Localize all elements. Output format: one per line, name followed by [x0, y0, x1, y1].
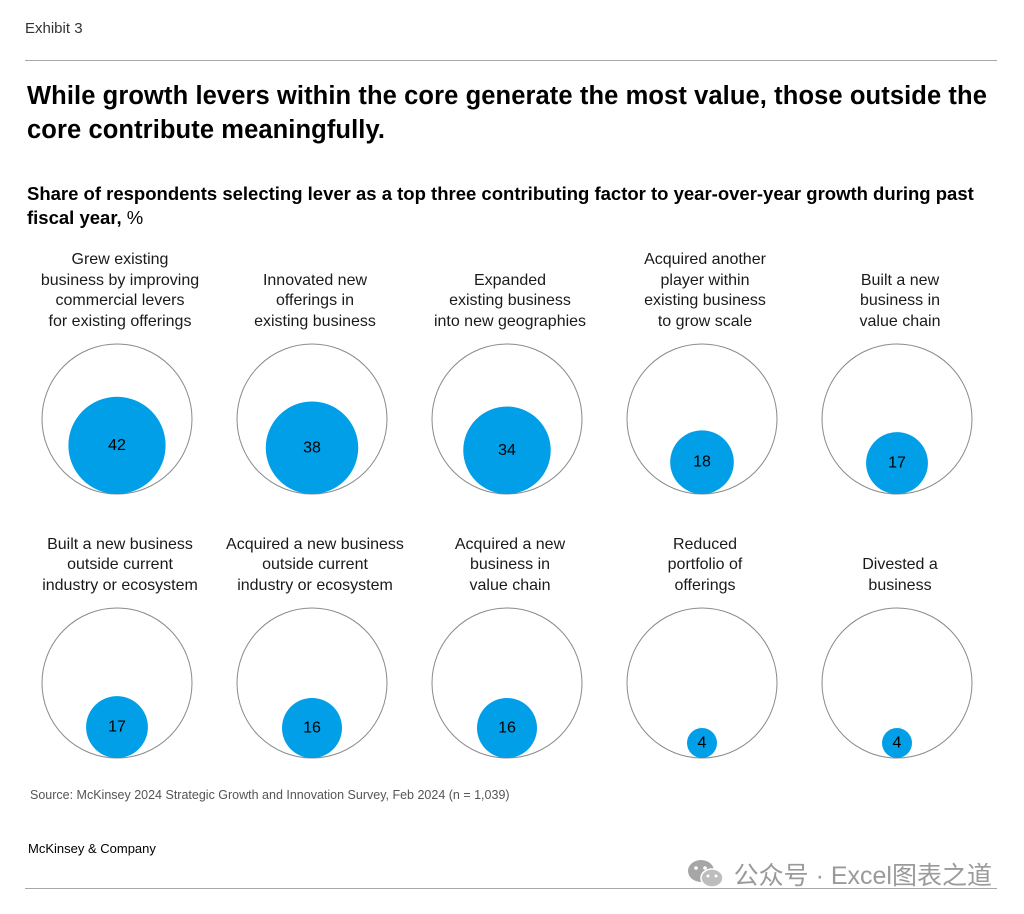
lever-label-line: value chain: [469, 576, 551, 594]
value-label: 16: [303, 720, 321, 737]
value-label: 17: [108, 719, 126, 736]
lever-label-box: Expanded existing business into new geogra…: [420, 250, 600, 332]
lever-label-line: value chain: [859, 312, 941, 330]
value-label: 4: [698, 735, 707, 752]
bubble-mark: 18: [626, 343, 778, 495]
value-bubble: [866, 432, 928, 494]
lever-label-line: outside current: [67, 556, 173, 573]
lever-label-line: offerings in: [276, 292, 354, 309]
bottom-divider: [25, 888, 997, 889]
lever-label: Divested a business: [810, 555, 990, 596]
bubble-mark: 4: [626, 607, 778, 759]
value-label: 42: [108, 437, 126, 454]
lever-label-box: Built a new business in value chain: [810, 250, 990, 332]
lever-label-line: Reduced: [672, 535, 738, 553]
outer-circle: [821, 343, 973, 495]
lever-label-line: for existing offerings: [48, 312, 192, 330]
lever-label-line: industry or ecosystem: [42, 576, 198, 594]
lever-label-line: Acquired another: [644, 251, 766, 268]
lever-label: Built a new business outside current indus…: [30, 535, 210, 597]
lever-label-box: Grew existing business by improving commer…: [30, 250, 210, 332]
lever-label: Built a new business in value chain: [810, 271, 990, 333]
value-label: 18: [693, 454, 711, 471]
lever-label-line: to grow scale: [657, 312, 753, 330]
value-bubble: [477, 698, 537, 758]
value-label: 16: [498, 720, 516, 737]
lever-label-box: Built a new business outside current indus…: [30, 514, 210, 596]
lever-label-line: outside current: [262, 556, 368, 573]
lever-label-line: business by improving: [40, 271, 200, 289]
watermark: 公众号 · Excel图表之道: [686, 856, 992, 892]
lever-label-line: Acquired a new business: [226, 535, 404, 553]
lever-label-line: player within: [660, 271, 750, 289]
value-bubble: [86, 696, 148, 758]
bubble-mark: 42: [41, 343, 193, 495]
value-bubble: [463, 406, 551, 494]
value-bubble: [882, 728, 912, 758]
bubble-mark: 17: [821, 343, 973, 495]
bubble-mark: 16: [236, 607, 388, 759]
lever-label-box: Acquired a new business in value chain: [420, 514, 600, 596]
lever-label: Innovated new offerings in existing busine…: [225, 271, 405, 333]
value-label: 17: [888, 455, 906, 472]
lever-label-line: commercial levers: [55, 292, 185, 309]
value-bubble: [687, 728, 717, 758]
value-label: 4: [893, 735, 902, 752]
value-bubble: [68, 396, 166, 494]
lever-label: Reduced portfolio of offerings: [615, 535, 795, 597]
lever-label-line: Innovated new: [262, 271, 368, 289]
lever-label-line: Grew existing: [71, 251, 169, 268]
lever-label-line: business: [868, 576, 932, 594]
lever-label-box: Acquired another player within existing bu…: [615, 250, 795, 332]
bubble-mark: 17: [41, 607, 193, 759]
lever-label-line: industry or ecosystem: [237, 576, 393, 594]
lever-label-line: existing business: [449, 292, 571, 309]
lever-label-line: Built a new: [860, 271, 940, 289]
lever-label-box: Reduced portfolio of offerings: [615, 514, 795, 596]
lever-label-line: business in: [469, 556, 551, 573]
value-bubble: [265, 401, 359, 494]
lever-label-line: offerings: [674, 576, 736, 594]
source-note: Source: McKinsey 2024 Strategic Growth a…: [30, 788, 510, 802]
company-logo: McKinsey & Company: [28, 841, 156, 856]
lever-label-box: Innovated new offerings in existing busine…: [225, 250, 405, 332]
lever-label-line: Acquired a new: [454, 535, 566, 553]
lever-label: Expanded existing business into new geogra…: [420, 271, 600, 333]
bubble-mark: 34: [431, 343, 583, 495]
lever-label-line: business in: [859, 292, 941, 309]
value-bubble: [282, 698, 342, 758]
chart-subtitle: Share of respondents selecting lever as …: [27, 182, 987, 230]
lever-label-line: into new geographies: [433, 312, 587, 330]
lever-label: Grew existing business by improving commer…: [30, 250, 210, 332]
value-label: 38: [303, 439, 321, 456]
lever-label-line: Expanded: [473, 271, 547, 289]
outer-circle: [41, 607, 193, 759]
lever-label-line: existing business: [254, 312, 376, 330]
lever-label: Acquired a new business in value chain: [420, 535, 600, 597]
lever-label: Acquired another player within existing bu…: [615, 250, 795, 332]
top-divider: [25, 60, 997, 61]
subtitle-unit: %: [126, 207, 144, 228]
bubble-mark: 4: [821, 607, 973, 759]
watermark-text: 公众号 · Excel图表之道: [733, 862, 992, 890]
lever-label-line: Divested a: [862, 556, 938, 573]
lever-label: Acquired a new business outside current in…: [225, 535, 405, 597]
bubble-mark: 16: [431, 607, 583, 759]
lever-label-line: Built a new business: [47, 535, 193, 553]
lever-label-line: existing business: [644, 292, 766, 309]
subtitle-text: Share of respondents selecting lever as …: [27, 183, 974, 228]
value-label: 34: [498, 442, 516, 459]
lever-label-line: portfolio of: [667, 556, 743, 573]
outer-circle: [236, 343, 388, 495]
wechat-icon: [687, 860, 724, 888]
exhibit-label: Exhibit 3: [25, 20, 83, 37]
value-bubble: [670, 430, 734, 494]
lever-label-box: Divested a business: [810, 514, 990, 596]
lever-label-box: Acquired a new business outside current in…: [225, 514, 405, 596]
headline: While growth levers within the core gene…: [27, 82, 987, 144]
bubble-mark: 38: [236, 343, 388, 495]
outer-circle: [626, 343, 778, 495]
